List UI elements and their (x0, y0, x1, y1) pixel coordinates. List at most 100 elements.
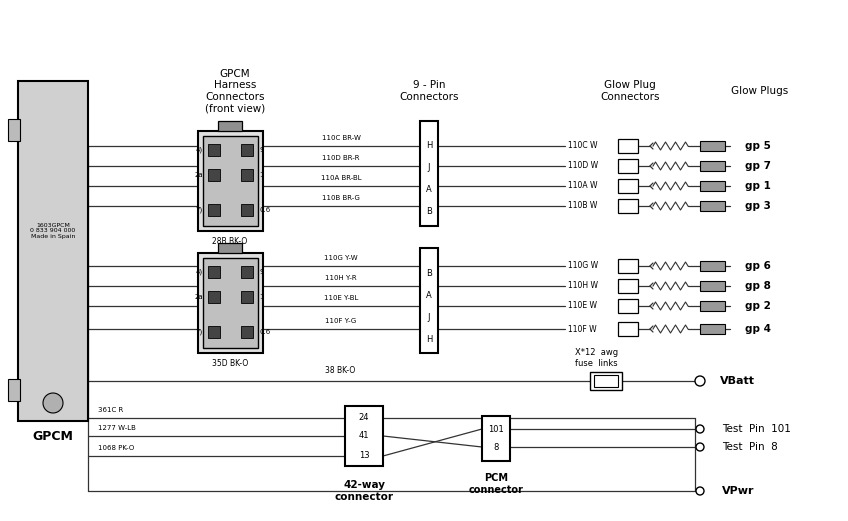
Text: GPCM
Harness
Connectors
(front view): GPCM Harness Connectors (front view) (205, 69, 265, 114)
Bar (8, 379, 20, 401)
Bar (241, 291, 253, 303)
Circle shape (695, 376, 705, 386)
Bar (618, 139, 638, 153)
Circle shape (696, 487, 704, 495)
Text: H: H (426, 334, 432, 343)
Text: 4): 4) (196, 269, 203, 275)
Text: 110B BR-G: 110B BR-G (322, 195, 360, 201)
Text: Test  Pin  8: Test Pin 8 (722, 442, 778, 452)
Bar (420, 121, 438, 226)
Bar (203, 136, 258, 226)
Bar (700, 301, 725, 311)
Bar (345, 406, 383, 466)
Bar (700, 281, 725, 291)
Text: 110E W: 110E W (568, 302, 597, 311)
Text: 110C W: 110C W (568, 142, 598, 151)
Bar (208, 326, 220, 338)
Text: 9 - Pin
Connectors: 9 - Pin Connectors (399, 80, 459, 102)
Text: B: B (426, 207, 432, 217)
Bar (700, 161, 725, 171)
Bar (241, 266, 253, 278)
Text: VBatt: VBatt (720, 376, 755, 386)
Bar (618, 322, 638, 336)
Bar (218, 243, 242, 253)
Text: 0.6: 0.6 (259, 329, 271, 335)
Text: 101: 101 (488, 425, 504, 433)
Bar (241, 169, 253, 181)
Text: 13: 13 (359, 452, 370, 461)
Text: A: A (427, 291, 432, 300)
Text: 1: 1 (259, 294, 264, 300)
Text: gp 2: gp 2 (745, 301, 771, 311)
Bar (198, 131, 263, 231)
Circle shape (696, 425, 704, 433)
Text: 110E Y-BL: 110E Y-BL (324, 295, 358, 301)
Bar (208, 144, 220, 156)
Text: gp 7: gp 7 (745, 161, 771, 171)
Bar (618, 279, 638, 293)
Bar (241, 144, 253, 156)
Bar (203, 258, 258, 348)
Bar (618, 199, 638, 213)
Text: 110G Y-W: 110G Y-W (324, 255, 358, 261)
Text: gp 5: gp 5 (745, 141, 771, 151)
Text: 110A BR-BL: 110A BR-BL (321, 175, 361, 181)
Bar (590, 372, 622, 390)
Text: 110B W: 110B W (568, 202, 597, 210)
Text: 9: 9 (259, 269, 264, 275)
Bar (8, 119, 20, 141)
Text: 1603GPCM
0 833 904 000
Made in Spain: 1603GPCM 0 833 904 000 Made in Spain (31, 222, 75, 239)
Text: 0.6: 0.6 (259, 207, 271, 213)
Bar (700, 324, 725, 334)
Bar (618, 179, 638, 193)
Text: VPwr: VPwr (722, 486, 755, 496)
Text: 35D BK-O: 35D BK-O (212, 358, 248, 367)
Bar (700, 141, 725, 151)
Text: 9: 9 (259, 147, 264, 153)
Text: gp 4: gp 4 (745, 324, 771, 334)
Text: 110F Y-G: 110F Y-G (326, 318, 357, 324)
Text: 361C R: 361C R (98, 407, 123, 413)
Text: X*12  awg
fuse  links: X*12 awg fuse links (575, 349, 618, 368)
Bar (700, 181, 725, 191)
Text: 28B BK-O: 28B BK-O (212, 237, 248, 245)
Text: 110H W: 110H W (568, 281, 598, 291)
Text: B: B (426, 268, 432, 278)
Text: Glow Plug
Connectors: Glow Plug Connectors (600, 80, 660, 102)
Text: gp 8: gp 8 (745, 281, 771, 291)
Text: 42-way
connector: 42-way connector (334, 480, 393, 502)
Text: H: H (426, 142, 432, 151)
Bar (482, 416, 510, 461)
Text: 4): 4) (196, 147, 203, 153)
Bar (594, 375, 618, 387)
Text: 24: 24 (359, 414, 369, 423)
Bar (208, 169, 220, 181)
Text: 1277 W-LB: 1277 W-LB (98, 425, 136, 431)
Bar (700, 201, 725, 211)
Text: 110F W: 110F W (568, 325, 597, 333)
Circle shape (696, 443, 704, 451)
Bar (218, 121, 242, 131)
Bar (618, 159, 638, 173)
Text: J: J (427, 313, 430, 321)
Text: 2a: 2a (194, 294, 203, 300)
Text: 2a: 2a (194, 172, 203, 178)
Bar (618, 299, 638, 313)
Text: gp 3: gp 3 (745, 201, 771, 211)
Text: 110D W: 110D W (568, 162, 598, 170)
Text: gp 1: gp 1 (745, 181, 771, 191)
Circle shape (43, 393, 63, 413)
Text: gp 6: gp 6 (745, 261, 771, 271)
Bar (700, 261, 725, 271)
Text: GPCM: GPCM (32, 429, 74, 442)
Text: 1068 PK-O: 1068 PK-O (98, 445, 134, 451)
Text: 110H Y-R: 110H Y-R (325, 275, 357, 281)
Bar (241, 326, 253, 338)
Text: 110A W: 110A W (568, 181, 598, 191)
Text: 38 BK-O: 38 BK-O (325, 366, 355, 375)
Bar (18, 81, 88, 421)
Text: J: J (427, 164, 430, 172)
Text: 110D BR-R: 110D BR-R (322, 155, 360, 161)
Text: 7): 7) (196, 207, 203, 213)
Bar (208, 266, 220, 278)
